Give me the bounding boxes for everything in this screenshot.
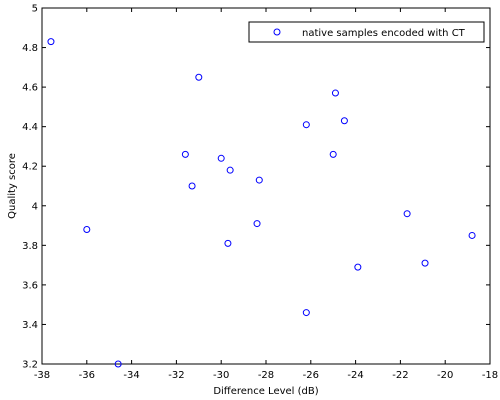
data-point xyxy=(217,154,225,162)
y-axis-label: Quality score xyxy=(7,153,18,219)
x-tick-label: -28 xyxy=(258,370,274,381)
data-point xyxy=(181,150,189,158)
data-point xyxy=(47,38,55,46)
data-point xyxy=(329,150,337,158)
legend-box xyxy=(248,21,485,43)
y-tick-label: 3.8 xyxy=(22,241,38,252)
y-tick-label: 4.2 xyxy=(22,162,38,173)
data-point xyxy=(226,166,234,174)
y-tick-label: 4.8 xyxy=(22,43,38,54)
y-tick-label: 3.6 xyxy=(22,280,38,291)
legend: native samples encoded with CT xyxy=(248,21,485,43)
x-tick-label: -24 xyxy=(347,370,363,381)
plot-area xyxy=(41,7,491,365)
data-point xyxy=(195,73,203,81)
y-tick-label: 4.6 xyxy=(22,83,38,94)
data-point xyxy=(403,210,411,218)
x-tick-label: -36 xyxy=(79,370,95,381)
data-point xyxy=(114,360,122,368)
data-point xyxy=(340,117,348,125)
x-tick-label: -32 xyxy=(168,370,184,381)
data-point xyxy=(302,121,310,129)
data-point xyxy=(255,176,263,184)
legend-marker xyxy=(273,28,281,36)
x-tick-label: -20 xyxy=(437,370,453,381)
data-point xyxy=(224,239,232,247)
x-tick-label: -26 xyxy=(303,370,319,381)
x-tick-label: -22 xyxy=(392,370,408,381)
legend-label: native samples encoded with CT xyxy=(302,28,466,39)
data-point xyxy=(354,263,362,271)
y-tick-label: 4.4 xyxy=(22,122,38,133)
y-tick-label: 3.4 xyxy=(22,320,38,331)
y-tick-label: 5 xyxy=(32,4,38,15)
data-point xyxy=(253,220,261,228)
data-point xyxy=(302,309,310,317)
x-tick-label: -30 xyxy=(213,370,229,381)
data-point xyxy=(468,231,476,239)
x-tick-label: -18 xyxy=(482,370,498,381)
x-tick-label: -38 xyxy=(34,370,50,381)
data-point xyxy=(331,89,339,97)
data-point xyxy=(421,259,429,267)
x-axis-label: Difference Level (dB) xyxy=(213,386,318,397)
data-point xyxy=(83,226,91,234)
y-tick-label: 4 xyxy=(32,201,38,212)
y-tick-label: 3.2 xyxy=(22,360,38,371)
data-points xyxy=(47,38,476,368)
data-point xyxy=(188,182,196,190)
x-tick-label: -34 xyxy=(123,370,139,381)
axis-ticks: -38 -36 -34 -32 -30 -28 -26 -24 -22 -20 -18 3.2 3.4 3… xyxy=(22,4,498,382)
